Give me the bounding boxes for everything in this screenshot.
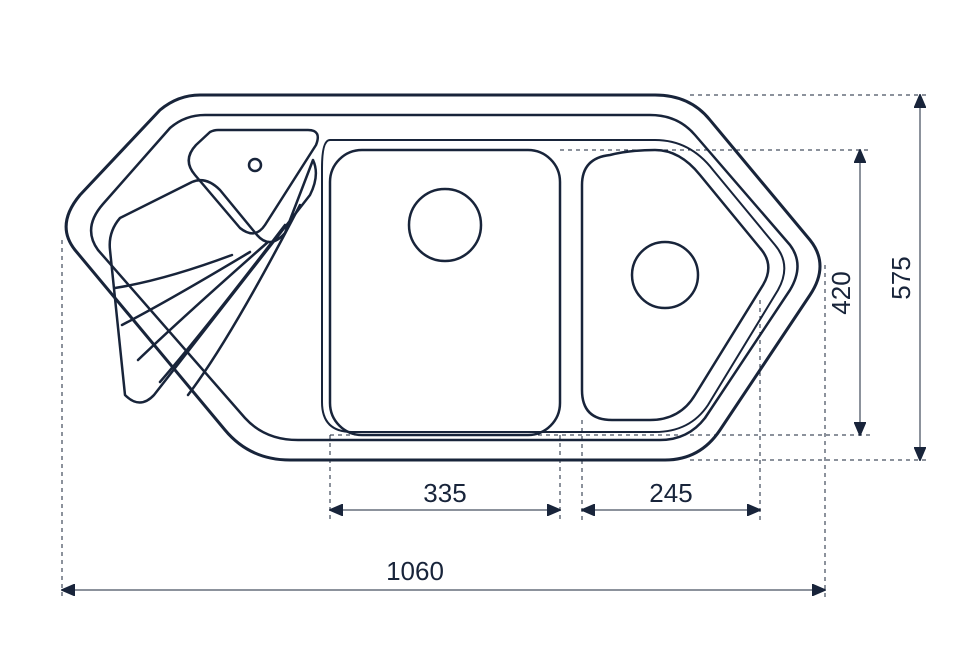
dim-main-bowl-width-label: 335 <box>423 478 466 508</box>
dim-total-height-label: 575 <box>886 256 916 299</box>
tap-hole <box>249 159 261 171</box>
dim-small-bowl-width-label: 245 <box>649 478 692 508</box>
main-bowl-drain <box>409 189 481 261</box>
main-bowl <box>330 150 560 435</box>
bowl-surround <box>322 140 784 432</box>
dim-total-width-label: 1060 <box>386 556 444 586</box>
small-bowl <box>582 150 768 420</box>
small-bowl-drain <box>632 242 698 308</box>
inner-rim <box>91 115 797 440</box>
sink-technical-drawing: :root { --c: #18243a; } .outline, .dim-l… <box>0 0 962 664</box>
dim-bowl-height-label: 420 <box>826 271 856 314</box>
